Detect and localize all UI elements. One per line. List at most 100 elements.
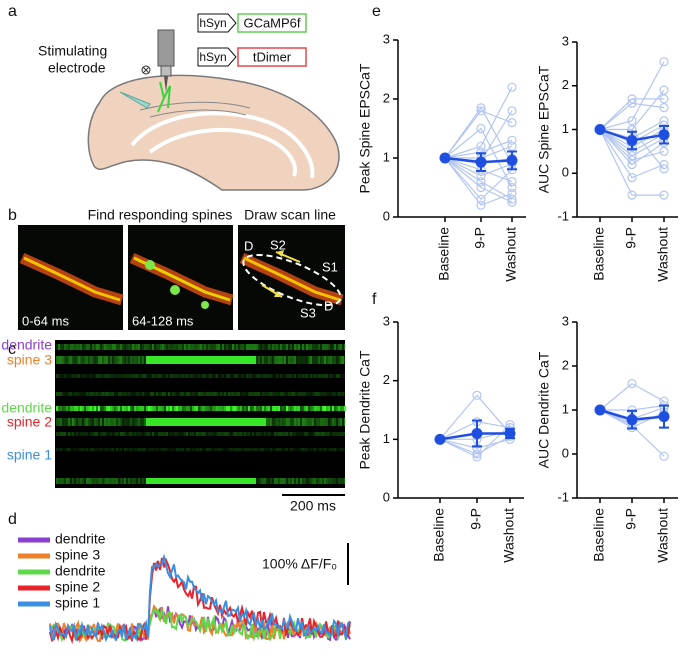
kymo-pixel <box>342 374 344 378</box>
kymo-pixel <box>202 448 204 451</box>
kymo-pixel <box>238 374 240 378</box>
kymo-pixel <box>56 432 58 436</box>
kymo-pixel <box>322 356 324 364</box>
kymo-pixel <box>192 374 194 378</box>
kymo-pixel <box>206 344 208 350</box>
kymo-pixel <box>340 374 342 378</box>
kymo-pixel <box>270 344 272 350</box>
kymo-pixel <box>190 432 192 436</box>
subject-line <box>599 61 665 131</box>
subject-line <box>444 157 513 200</box>
kymo-pixel <box>182 392 184 396</box>
kymo-pixel <box>136 432 138 436</box>
kymo-pixel <box>224 432 226 436</box>
kymo-pixel <box>110 344 112 350</box>
kymo-pixel <box>254 448 256 451</box>
subject-point <box>507 194 517 204</box>
subject-point <box>659 451 669 461</box>
mean-point <box>626 134 638 146</box>
kymo-pixel <box>330 374 332 378</box>
kymo-pixel <box>200 478 202 484</box>
kymo-pixel <box>150 478 152 484</box>
kymo-pixel <box>272 356 274 364</box>
kymo-pixel <box>284 418 286 426</box>
scale-label: 100% ΔF/F₀ <box>262 556 337 572</box>
kymo-pixel <box>224 478 226 484</box>
kymo-pixel <box>254 406 256 411</box>
kymo-pixel <box>74 374 76 378</box>
kymo-pixel <box>126 478 128 484</box>
kymo-pixel <box>156 448 158 451</box>
kymo-pixel <box>114 392 116 396</box>
kymo-pixel <box>140 478 142 484</box>
kymo-pixel <box>252 406 254 411</box>
kymo-pixel <box>108 432 110 436</box>
kymo-pixel <box>58 356 60 364</box>
kymo-pixel <box>198 432 200 436</box>
y-axis-label: AUC Spine EPSCaT <box>536 65 552 193</box>
subject-point <box>627 116 637 126</box>
kymo-pixel <box>224 392 226 396</box>
kymo-pixel <box>282 418 284 426</box>
kymo-pixel <box>212 392 214 396</box>
kymo-pixel <box>260 392 262 396</box>
kymo-pixel <box>70 432 72 436</box>
kymo-pixel <box>164 406 166 411</box>
kymo-pixel <box>82 432 84 436</box>
kymo-pixel <box>118 392 120 396</box>
kymo-pixel <box>220 356 222 364</box>
kymo-pixel <box>312 478 314 484</box>
kymo-pixel <box>290 448 292 451</box>
kymo-pixel <box>246 392 248 396</box>
kymo-pixel <box>108 374 110 378</box>
kymo-pixel <box>232 432 234 436</box>
x-tick-label: Baseline <box>591 508 607 562</box>
kymo-pixel <box>158 406 160 411</box>
kymo-pixel <box>68 356 70 364</box>
kymo-pixel <box>68 392 70 396</box>
kymo-pixel <box>78 418 80 426</box>
kymo-pixel <box>332 356 334 364</box>
kymo-pixel <box>332 478 334 484</box>
kymo-pixel <box>294 374 296 378</box>
kymo-pixel <box>324 406 326 411</box>
kymo-pixel <box>106 432 108 436</box>
kymo-pixel <box>280 432 282 436</box>
kymo-pixel <box>276 392 278 396</box>
scan-label: S3 <box>300 305 316 320</box>
kymo-pixel <box>154 478 156 484</box>
kymo-pixel <box>94 448 96 451</box>
kymo-pixel <box>178 432 180 436</box>
kymo-pixel <box>256 374 258 378</box>
x-tick-label: 9-P <box>472 227 488 249</box>
subject-point <box>476 200 486 210</box>
kymo-pixel <box>214 448 216 451</box>
kymo-pixel <box>278 432 280 436</box>
x-tick-label: Baseline <box>591 227 607 281</box>
kymo-pixel <box>174 392 176 396</box>
kymo-pixel <box>64 406 66 411</box>
gene: tDimer <box>253 49 292 64</box>
subject-point <box>507 106 517 116</box>
kymo-pixel <box>106 448 108 451</box>
kymo-pixel <box>194 418 196 426</box>
kymo-pixel <box>192 448 194 451</box>
kymo-pixel <box>290 374 292 378</box>
row-label: dendrite <box>1 400 52 416</box>
kymo-pixel <box>120 448 122 451</box>
kymo-pixel <box>64 478 66 484</box>
kymo-pixel <box>64 432 66 436</box>
kymo-pixel <box>204 448 206 451</box>
kymo-pixel <box>238 418 240 426</box>
kymo-pixel <box>248 418 250 426</box>
kymo-pixel <box>304 356 306 364</box>
kymo-pixel <box>328 356 330 364</box>
kymo-pixel <box>258 374 260 378</box>
kymo-pixel <box>188 432 190 436</box>
kymo-pixel <box>124 344 126 350</box>
kymo-pixel <box>98 356 100 364</box>
kymo-pixel <box>148 356 150 364</box>
kymo-pixel <box>274 392 276 396</box>
kymo-pixel <box>98 478 100 484</box>
kymo-pixel <box>182 432 184 436</box>
